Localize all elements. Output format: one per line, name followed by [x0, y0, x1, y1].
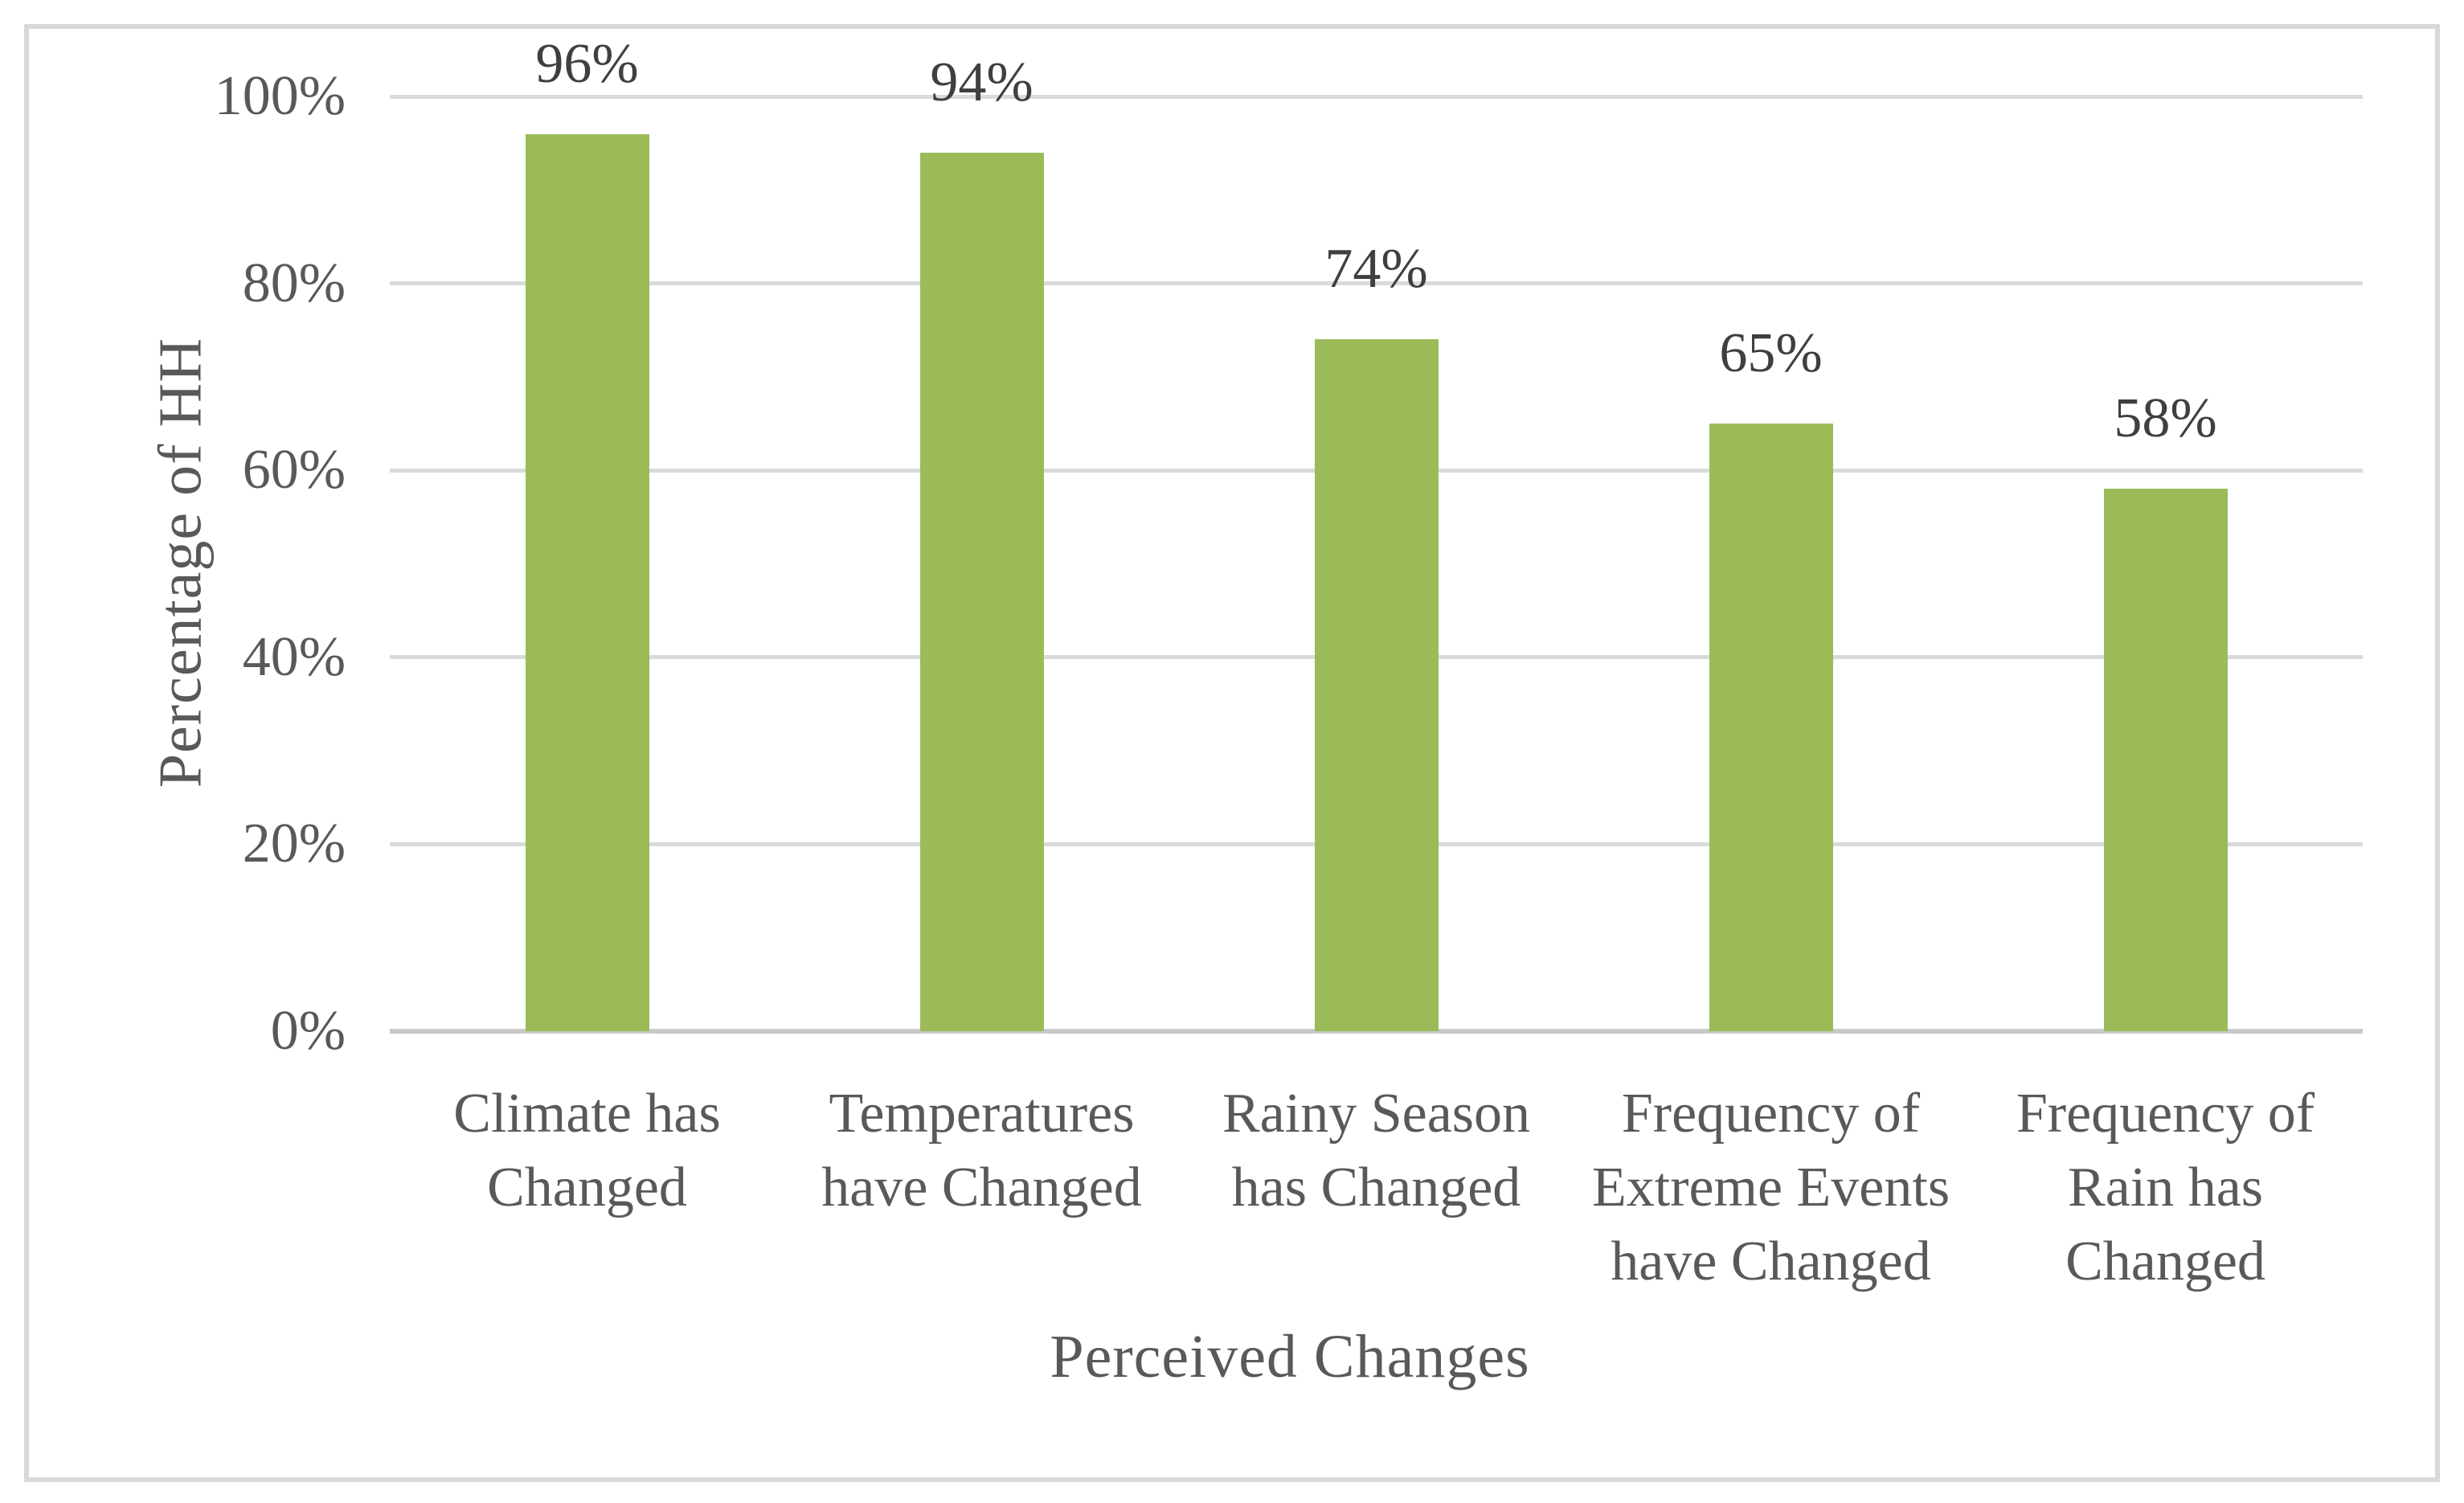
bar-2 [919, 152, 1044, 1031]
gridline-80 [390, 281, 2363, 286]
bar-value-label-5: 58% [2114, 387, 2217, 450]
gridline-100 [390, 94, 2363, 99]
y-tick-label-40: 40% [242, 625, 346, 688]
y-tick-label-100: 100% [214, 65, 346, 127]
bar-1 [525, 133, 649, 1031]
bar-value-label-1: 96% [535, 32, 639, 95]
x-category-label-2: Temperatures have Changed [821, 1083, 1142, 1218]
x-category-label-1: Climate has Changed [453, 1083, 721, 1218]
y-axis-title: Percentage of HH [146, 337, 215, 788]
x-axis-line [390, 1029, 2363, 1034]
bar-4 [1709, 424, 1833, 1031]
bar-5 [2103, 489, 2228, 1031]
x-category-label-3: Rainy Season has Changed [1222, 1083, 1531, 1218]
bar-value-label-2: 94% [930, 51, 1033, 113]
x-axis-title: Perceived Changes [1050, 1323, 1530, 1390]
chart-border-frame [24, 24, 2440, 1482]
bar-value-label-4: 65% [1719, 322, 1823, 385]
x-category-label-5: Frequency of Rain has Changed [2016, 1083, 2315, 1292]
y-tick-label-20: 20% [242, 813, 346, 875]
bar-value-label-3: 74% [1324, 238, 1428, 301]
x-category-label-4: Frequency of Extreme Events have Changed [1591, 1083, 1950, 1292]
bar-3 [1314, 339, 1439, 1031]
y-tick-label-60: 60% [242, 439, 346, 502]
y-tick-label-80: 80% [242, 252, 346, 314]
y-tick-label-0: 0% [270, 1000, 346, 1062]
